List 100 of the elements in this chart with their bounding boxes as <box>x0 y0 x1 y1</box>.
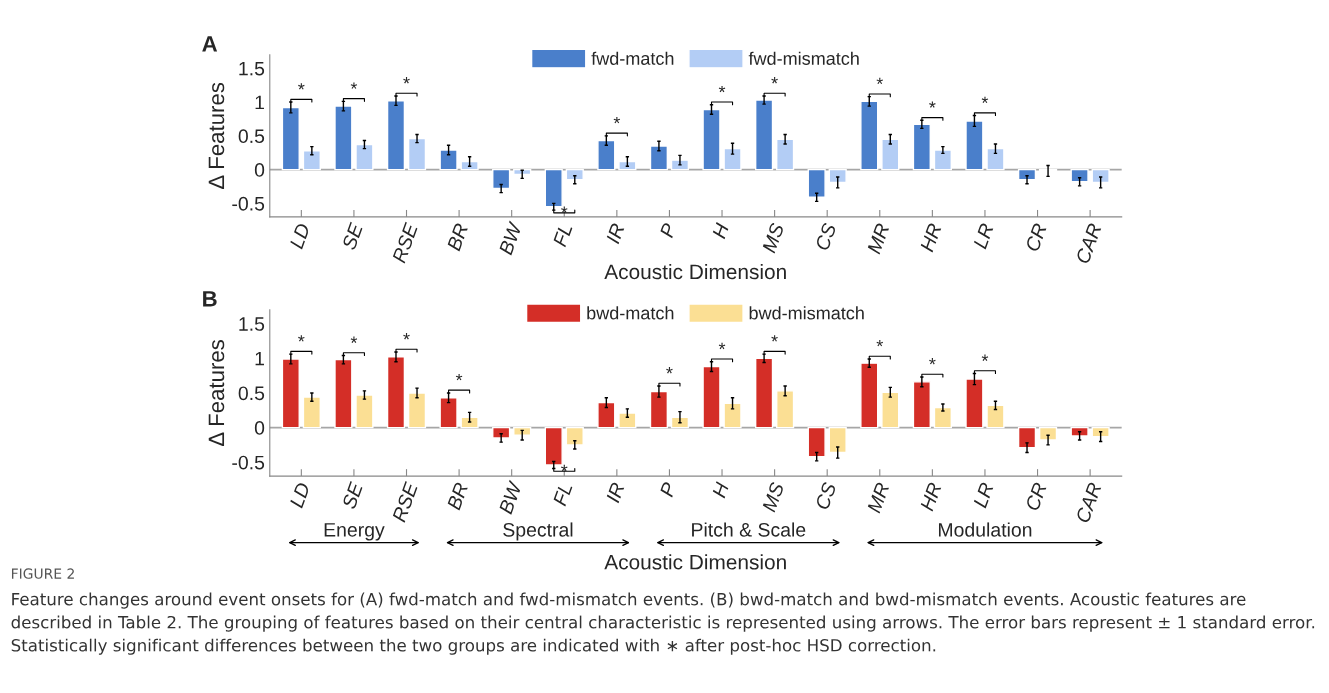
bar <box>776 390 795 429</box>
bar <box>807 426 826 458</box>
y-tick-label: 0.5 <box>238 129 265 144</box>
y-tick-label: 0 <box>254 421 265 435</box>
bar <box>544 168 563 208</box>
bar <box>597 139 616 171</box>
bar <box>492 426 511 439</box>
bar <box>355 143 374 171</box>
y-axis-title: Δ Features <box>208 82 225 189</box>
bar <box>386 356 406 429</box>
x-tick-label: BW <box>498 220 523 256</box>
bar <box>881 391 900 429</box>
chart-title: A <box>202 36 218 52</box>
annotation: * <box>771 335 778 342</box>
bar <box>597 401 616 429</box>
annotation: * <box>403 77 410 84</box>
bar <box>807 168 826 199</box>
x-tick-label: IR <box>605 222 625 245</box>
chart-title: B <box>203 291 217 307</box>
annotation: * <box>350 336 358 343</box>
legend-label: fwd-mismatch <box>748 51 859 65</box>
bar <box>723 147 742 171</box>
bar <box>965 120 984 171</box>
annotation: * <box>929 101 936 108</box>
x-tick-label: MR <box>866 481 890 514</box>
annotation: * <box>455 373 463 381</box>
x-tick-label: H <box>711 481 730 499</box>
bar <box>513 168 532 176</box>
caption: FIGURE 2 <box>11 568 74 579</box>
y-tick-label: -0.5 <box>232 196 265 211</box>
x-tick-label: FL <box>552 482 573 507</box>
bar <box>881 138 900 171</box>
annotation: * <box>929 358 936 365</box>
x-tick-label: MS <box>761 222 785 254</box>
annotation: * <box>718 85 726 93</box>
bar <box>460 416 479 429</box>
bar <box>407 392 427 429</box>
annotation: * <box>561 464 568 472</box>
bar <box>302 149 321 171</box>
legend-label: bwd-match <box>587 306 674 320</box>
bar <box>1017 168 1037 181</box>
bar <box>723 402 742 429</box>
x-tick-label: LD <box>289 481 311 509</box>
x-tick-label: CS <box>814 481 837 511</box>
bar <box>670 159 690 171</box>
bar <box>1091 168 1110 184</box>
x-axis-title: Acoustic Dimension <box>604 263 786 280</box>
x-tick-label: FL <box>552 223 573 248</box>
bar <box>302 396 321 429</box>
y-tick-label: -0.5 <box>232 455 265 470</box>
x-tick-label: HR <box>919 222 942 253</box>
text: Spectral <box>503 522 573 541</box>
bar <box>754 357 774 429</box>
x-tick-label: BR <box>446 481 469 511</box>
y-tick-label: 1 <box>255 95 264 110</box>
bar <box>386 99 406 171</box>
bar <box>965 378 984 429</box>
bar <box>860 362 879 429</box>
x-tick-label: SE <box>341 221 364 251</box>
text: Energy <box>324 523 385 541</box>
y-tick-label: 1.5 <box>239 317 265 331</box>
x-tick-label: CS <box>814 222 837 252</box>
bar <box>439 149 458 171</box>
bar <box>776 138 795 171</box>
bar <box>439 397 458 429</box>
x-tick-label: P <box>659 222 677 239</box>
bar <box>754 99 774 171</box>
bar <box>618 160 637 171</box>
annotation: * <box>298 83 305 90</box>
annotation: * <box>666 367 673 374</box>
bar <box>933 406 952 429</box>
x-tick-label: RSE <box>391 480 419 523</box>
bar <box>860 100 879 171</box>
annotation: * <box>718 342 726 350</box>
legend-label: fwd-match <box>591 51 674 65</box>
x-tick-label: CR <box>1025 222 1048 253</box>
bar <box>281 358 300 429</box>
bar <box>912 381 931 429</box>
bar <box>1038 426 1058 441</box>
bar <box>565 168 584 181</box>
legend-label: bwd-mismatch <box>749 306 864 320</box>
bar <box>281 106 300 171</box>
bar <box>649 390 669 429</box>
bar <box>986 147 1005 171</box>
bar <box>702 365 721 429</box>
annotation: * <box>298 335 305 342</box>
text: Pitch & Scale <box>692 522 806 537</box>
x-tick-label: LD <box>289 222 311 250</box>
bar <box>1070 168 1089 183</box>
bar <box>1070 426 1089 437</box>
annotation: * <box>981 354 989 361</box>
x-tick-label: CR <box>1025 481 1048 512</box>
bar <box>1091 426 1110 438</box>
annotation: * <box>403 333 410 340</box>
y-tick-label: 0.5 <box>238 386 265 401</box>
text: Modulation <box>938 522 1032 537</box>
bar <box>670 416 690 429</box>
bar <box>828 168 847 184</box>
bar <box>460 160 479 171</box>
x-tick-label: IR <box>605 481 625 504</box>
